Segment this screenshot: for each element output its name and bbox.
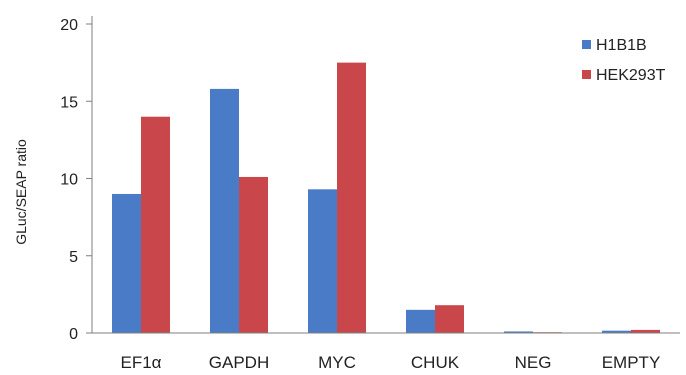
bars xyxy=(112,62,660,334)
legend-label-hek293t: HEK293T xyxy=(596,67,666,84)
bar-hek293t-5 xyxy=(631,329,660,333)
legend: H1B1B HEK293T xyxy=(582,37,666,84)
bar-h1b1b-2 xyxy=(308,189,337,333)
y-tick-label-0: 0 xyxy=(69,326,78,343)
y-axis-ticks: 0 5 10 15 20 xyxy=(60,17,92,343)
bar-h1b1b-1 xyxy=(210,88,239,333)
x-axis-labels: EF1α GAPDH MYC CHUK NEG EMPTY xyxy=(120,353,660,372)
y-tick-label-4: 20 xyxy=(60,17,78,34)
bar-h1b1b-4 xyxy=(504,331,533,333)
bar-h1b1b-0 xyxy=(112,193,141,333)
legend-swatch-hek293t xyxy=(582,70,591,79)
bar-hek293t-1 xyxy=(239,176,268,333)
x-tick-label-3: CHUK xyxy=(411,353,460,372)
x-tick-label-5: EMPTY xyxy=(602,353,661,372)
y-tick-label-1: 5 xyxy=(69,249,78,266)
x-tick-label-1: GAPDH xyxy=(209,353,269,372)
bar-hek293t-2 xyxy=(337,62,366,333)
x-tick-label-4: NEG xyxy=(515,353,552,372)
bar-h1b1b-3 xyxy=(406,309,435,333)
x-tick-label-2: MYC xyxy=(318,353,356,372)
y-axis-title: GLuc/SEAP ratio xyxy=(13,139,29,245)
bar-hek293t-3 xyxy=(435,305,464,333)
bar-h1b1b-5 xyxy=(602,330,631,333)
legend-swatch-h1b1b xyxy=(582,40,591,49)
x-tick-label-0: EF1α xyxy=(120,353,161,372)
y-tick-label-3: 15 xyxy=(60,94,78,111)
bar-hek293t-0 xyxy=(141,116,170,333)
y-tick-label-2: 10 xyxy=(60,172,78,189)
legend-label-h1b1b: H1B1B xyxy=(596,37,647,54)
